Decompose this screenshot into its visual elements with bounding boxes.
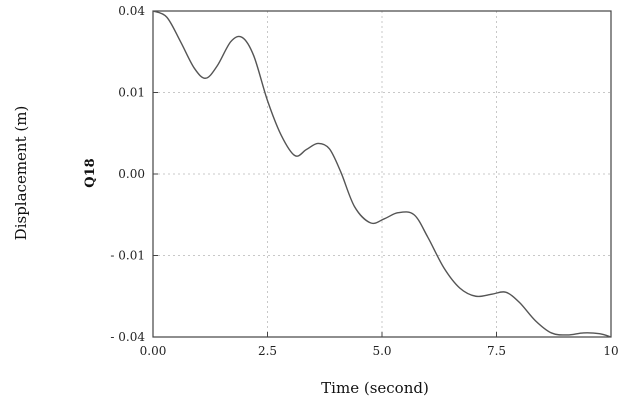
x-tick-label: 0.00 xyxy=(140,344,167,358)
series-line-q18 xyxy=(152,10,612,338)
y-axis-label: Displacement (m) xyxy=(12,106,30,241)
x-tick-label: 5.0 xyxy=(372,344,391,358)
plot-frame xyxy=(152,10,612,338)
x-tick-label: 7.5 xyxy=(487,344,506,358)
series-layer xyxy=(152,10,612,338)
y-tick-label: - 0.01 xyxy=(110,249,145,263)
y-tick-label: - 0.04 xyxy=(110,330,145,344)
y-tick-label: 0.00 xyxy=(118,167,145,181)
axis-ticks: 0.00 2.5 5.0 7.5 10 0.04 0.01 0.00 - 0.01 - 0.04 xyxy=(110,4,618,358)
x-axis-label: Time (second) xyxy=(321,379,429,397)
x-tick-label: 2.5 xyxy=(258,344,277,358)
y-tick-label: 0.01 xyxy=(118,86,145,100)
grid xyxy=(153,11,611,337)
series-label: Q18 xyxy=(83,158,98,187)
y-tick-label: 0.04 xyxy=(118,4,145,18)
x-tick-label: 10 xyxy=(603,344,618,358)
